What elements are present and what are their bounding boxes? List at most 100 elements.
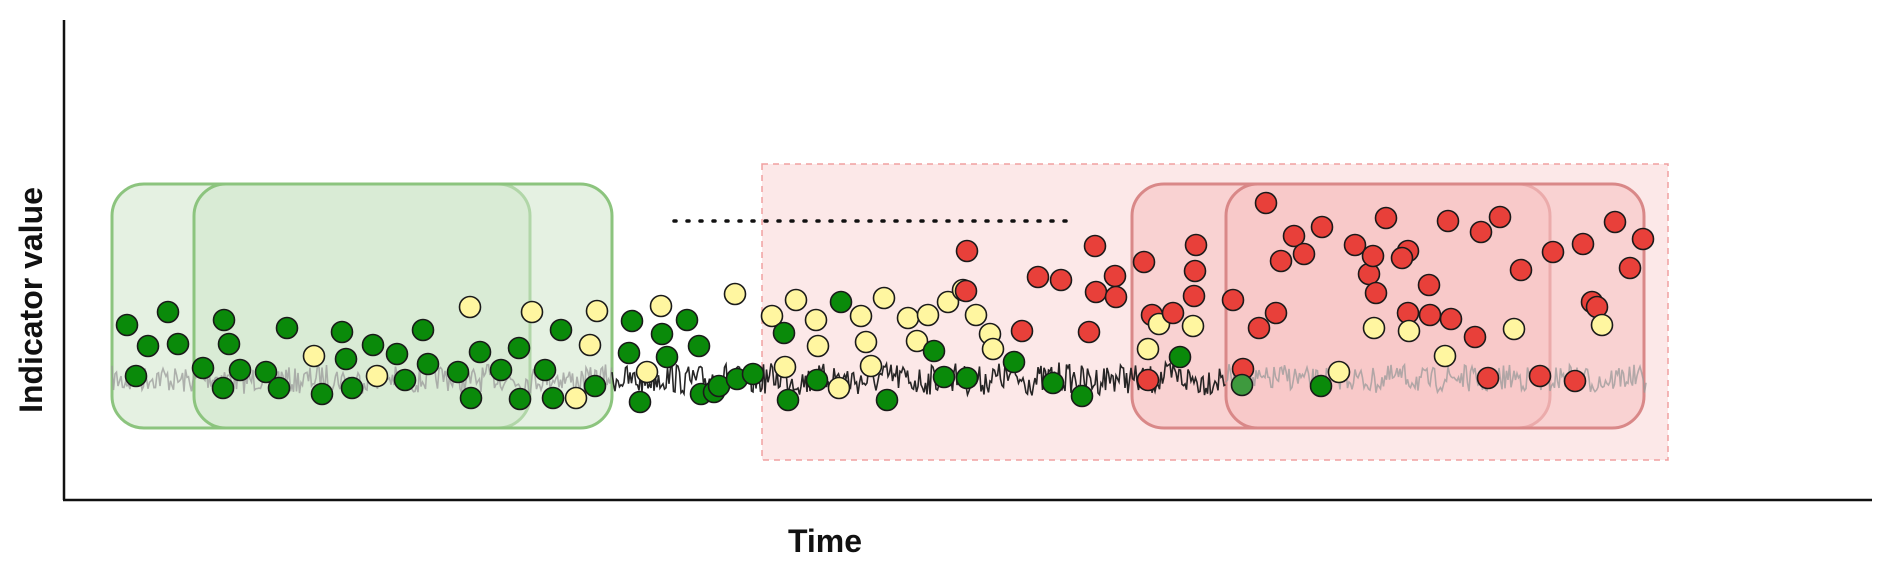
red-point	[1390, 246, 1414, 270]
red-point	[1077, 320, 1101, 344]
green-point	[1309, 374, 1333, 398]
red-point	[1103, 264, 1127, 288]
yellow-point	[564, 386, 588, 410]
red-point	[1528, 364, 1552, 388]
green-point	[541, 386, 565, 410]
green-point	[191, 356, 215, 380]
red-point	[1182, 284, 1206, 308]
yellow-point	[723, 282, 747, 306]
yellow-point	[936, 290, 960, 314]
green-point	[549, 318, 573, 342]
green-point	[955, 366, 979, 390]
green-point	[254, 360, 278, 384]
yellow-point	[872, 286, 896, 310]
green-point	[115, 313, 139, 337]
red-point	[1292, 242, 1316, 266]
red-point	[1488, 205, 1512, 229]
green-point	[416, 352, 440, 376]
green-point	[334, 347, 358, 371]
yellow-point	[635, 360, 659, 384]
red-point	[1184, 233, 1208, 257]
green-point	[310, 382, 334, 406]
yellow-point	[1327, 360, 1351, 384]
yellow-point	[916, 303, 940, 327]
yellow-point	[896, 306, 920, 330]
red-point	[1364, 281, 1388, 305]
green-point	[805, 368, 829, 392]
yellow-point	[859, 354, 883, 378]
yellow-point	[827, 376, 851, 400]
red-point	[1541, 240, 1565, 264]
green-point	[459, 386, 483, 410]
green-point	[922, 339, 946, 363]
red-point	[1469, 220, 1493, 244]
green-point	[675, 308, 699, 332]
red-point	[1509, 258, 1533, 282]
yellow-point	[1502, 317, 1526, 341]
red-point	[1417, 273, 1441, 297]
green-point	[211, 376, 235, 400]
green-point	[507, 336, 531, 360]
green-point	[583, 374, 607, 398]
red-point	[1049, 268, 1073, 292]
red-point	[1254, 191, 1278, 215]
yellow-point	[854, 330, 878, 354]
green-point	[508, 387, 532, 411]
green-point	[136, 334, 160, 358]
green-point	[776, 388, 800, 412]
yellow-point	[1433, 344, 1457, 368]
yellow-point	[981, 337, 1005, 361]
green-point	[393, 368, 417, 392]
red-point	[1264, 301, 1288, 325]
red-point	[1247, 316, 1271, 340]
green-point	[829, 290, 853, 314]
green-point	[655, 345, 679, 369]
red-point	[1631, 227, 1655, 251]
green-point	[156, 300, 180, 324]
green-point	[267, 376, 291, 400]
yellow-point	[760, 304, 784, 328]
yellow-point	[806, 334, 830, 358]
green-point	[932, 365, 956, 389]
yellow-point	[1136, 337, 1160, 361]
green-point	[1041, 371, 1065, 395]
red-point	[1439, 307, 1463, 331]
yellow-point	[849, 304, 873, 328]
yellow-point	[1181, 314, 1205, 338]
green-point	[228, 358, 252, 382]
green-point	[361, 333, 385, 357]
yellow-point	[1590, 313, 1614, 337]
red-point	[955, 239, 979, 263]
green-point	[650, 322, 674, 346]
yellow-point	[578, 333, 602, 357]
red-point	[1418, 303, 1442, 327]
indicator-points	[115, 191, 1655, 414]
yellow-point	[773, 355, 797, 379]
red-point	[1132, 250, 1156, 274]
green-point	[1230, 373, 1254, 397]
red-point	[1084, 280, 1108, 304]
red-point	[1010, 319, 1034, 343]
yellow-point	[1397, 319, 1421, 343]
red-point	[1269, 249, 1293, 273]
red-point	[1618, 256, 1642, 280]
red-point	[1183, 259, 1207, 283]
green-point	[385, 342, 409, 366]
green-point	[411, 318, 435, 342]
red-point	[1161, 301, 1185, 325]
red-point	[1563, 369, 1587, 393]
green-point	[772, 321, 796, 345]
yellow-point	[458, 295, 482, 319]
red-point	[1282, 224, 1306, 248]
green-point	[217, 332, 241, 356]
red-point	[1136, 368, 1160, 392]
green-point	[1070, 384, 1094, 408]
red-point	[1463, 325, 1487, 349]
green-point	[446, 360, 470, 384]
green-point	[741, 362, 765, 386]
green-point	[489, 358, 513, 382]
yellow-point	[905, 329, 929, 353]
red-point	[1374, 206, 1398, 230]
red-point	[1603, 210, 1627, 234]
